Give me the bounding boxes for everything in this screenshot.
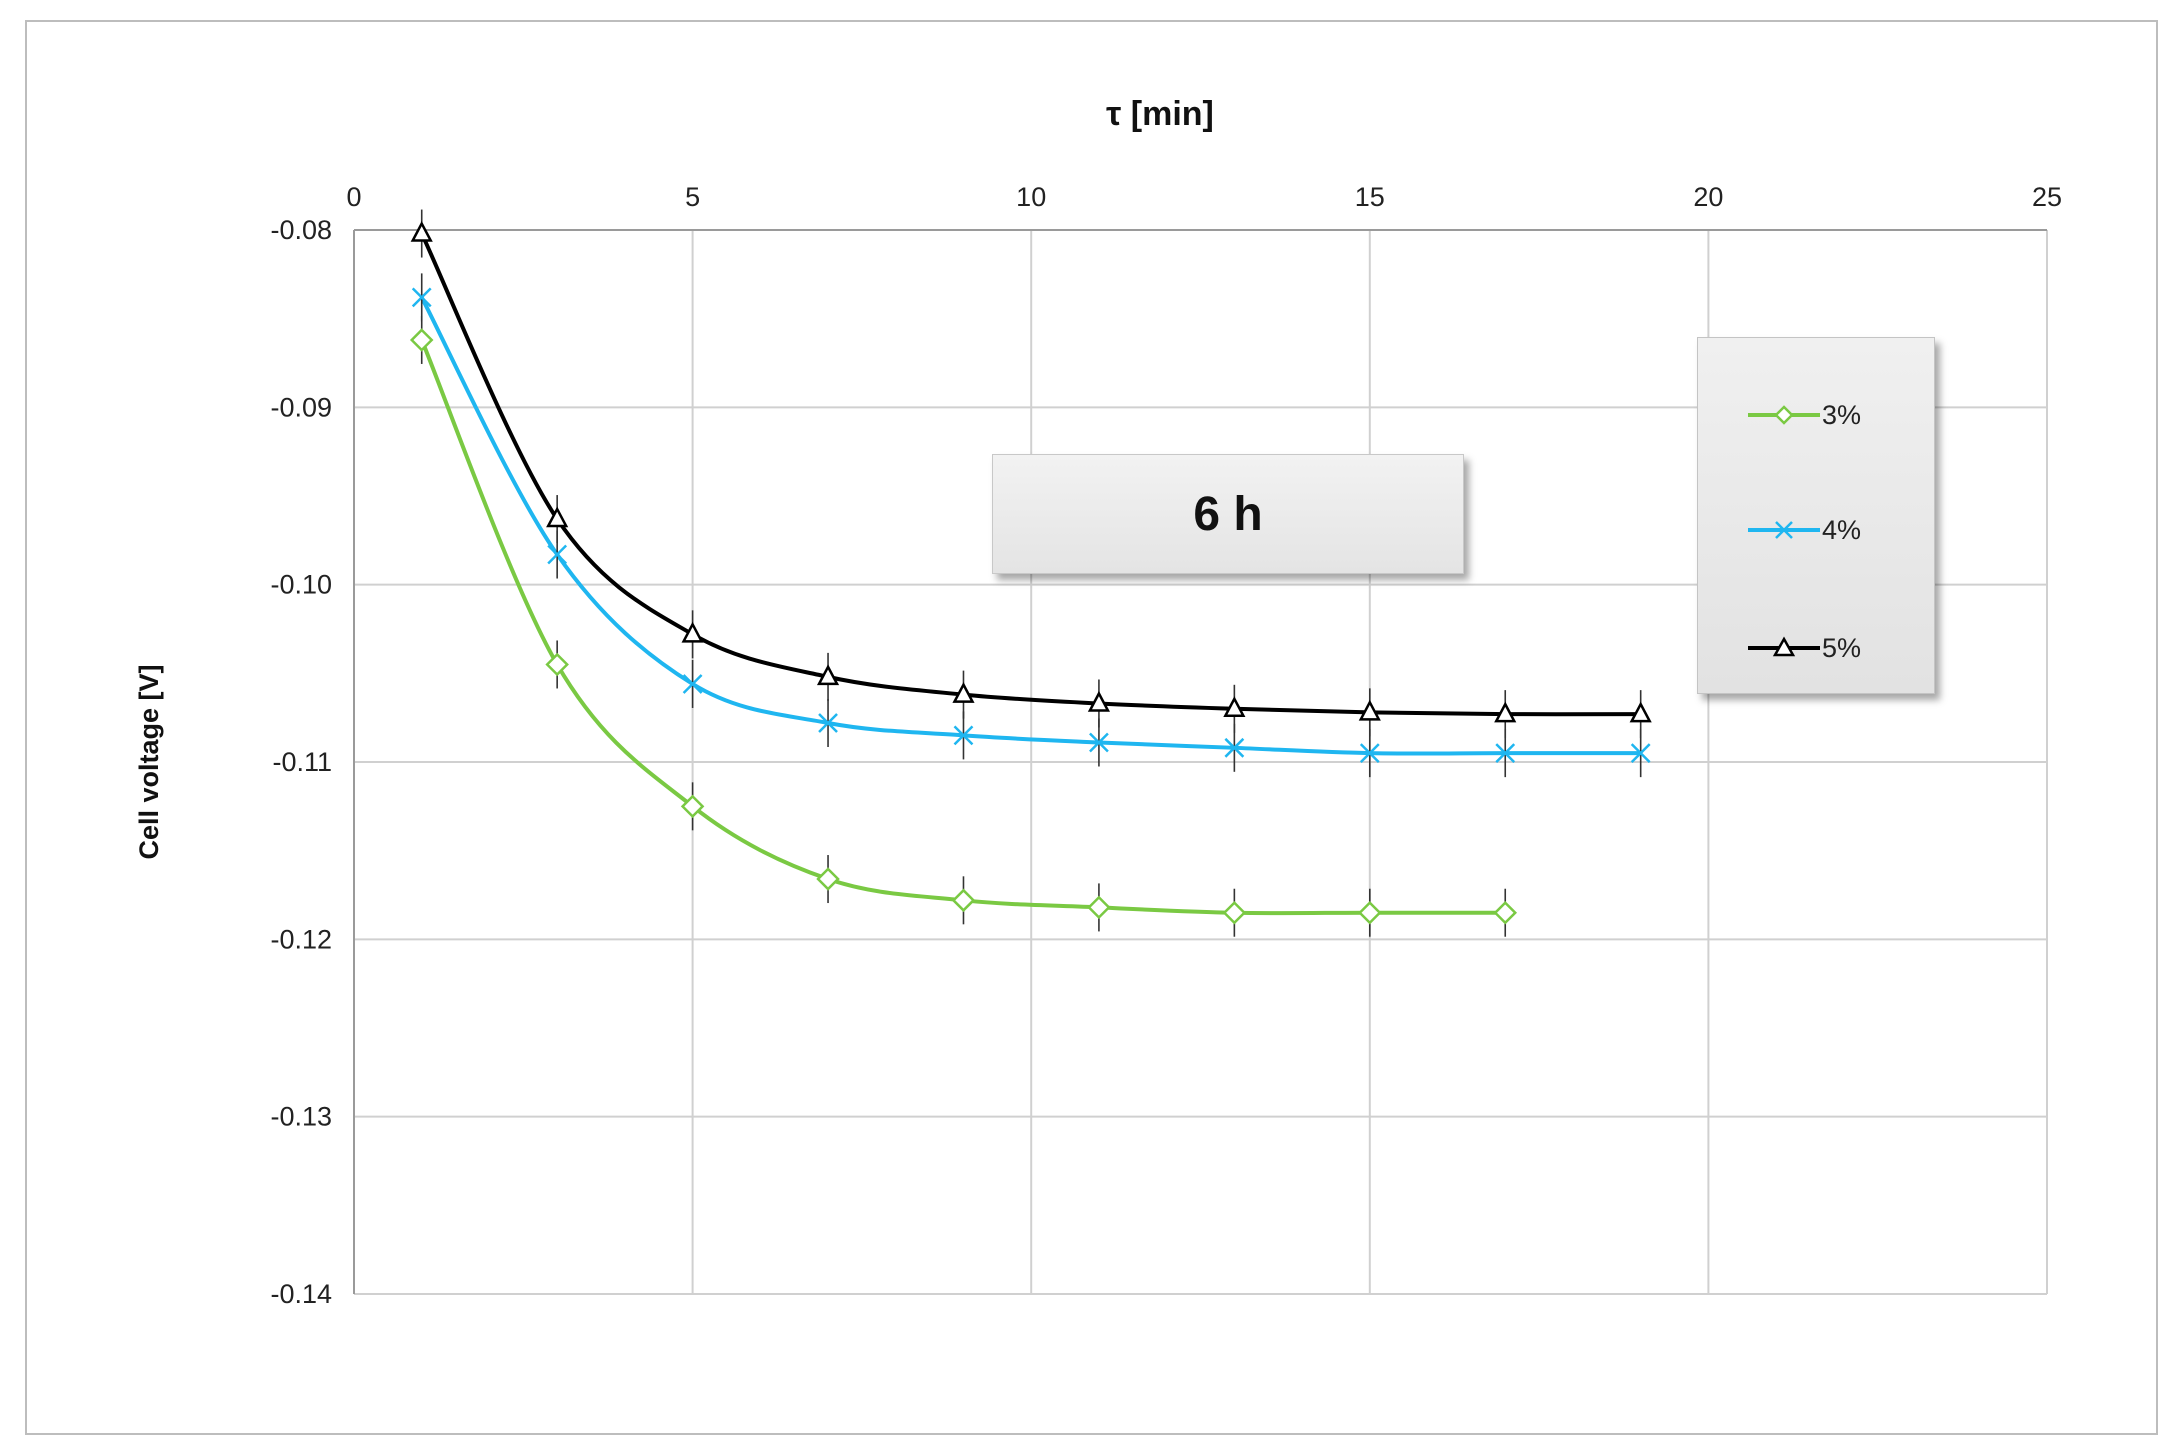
data-point [680,794,705,819]
data-point [1495,743,1516,764]
legend-item-4pct: 4% [1748,510,1861,550]
data-point [1222,900,1247,925]
data-point [682,674,703,694]
series-5pct [410,209,1652,739]
data-point [1359,743,1380,764]
series-4pct [411,273,1651,778]
y-tick-label: -0.08 [270,215,332,245]
data-point [1493,900,1518,925]
data-point [546,506,569,528]
legend-item-3pct: 3% [1748,395,1861,435]
series-line [419,339,1506,916]
legend-item-5pct: 5% [1748,628,1861,668]
x-tick-label: 0 [346,182,361,212]
legend-swatch-5pct [1748,636,1820,657]
legend-label-5pct: 5% [1822,632,1862,663]
series [409,209,1652,937]
x-tick-label: 15 [1355,182,1385,212]
x-tick-label: 20 [1693,182,1723,212]
legend-swatch-4pct [1748,521,1820,539]
line-chart: 0 5 10 15 20 25 -0.08 -0.09 -0.10 -0.11 -0.12 -0.13… [134,95,2062,1309]
data-point [411,287,432,308]
y-tick-label: -0.09 [270,392,332,422]
y-tick-label: -0.12 [270,924,332,954]
data-point [545,652,569,677]
y-tick-label: -0.11 [272,747,332,777]
data-point [1358,699,1381,721]
x-tick-label: 10 [1016,182,1046,212]
grid [353,229,2048,1295]
data-point [1494,701,1517,723]
y-axis-title: Cell voltage [V] [134,664,164,859]
data-point [409,328,434,352]
data-point [1223,696,1246,718]
data-point [681,621,704,643]
series-line [419,232,1641,717]
legend: 3% 4% 5% [1697,337,1935,694]
data-point [816,664,840,686]
data-point [952,681,975,703]
data-point [1087,895,1111,920]
data-point [547,544,568,565]
data-point [1358,900,1382,925]
tick-labels: 0 5 10 15 20 25 -0.08 -0.09 -0.10 -0.11 -0.12 -0.13… [270,182,2062,1309]
x-tick-label: 25 [2032,182,2062,212]
series-3pct [409,315,1518,937]
y-tick-label: -0.13 [270,1102,332,1132]
data-point [1087,690,1110,712]
data-point [1089,732,1109,753]
annotation-box: 6 h [992,454,1464,574]
y-tick-label: -0.14 [270,1279,332,1309]
data-point [1224,737,1245,758]
data-point [953,725,974,746]
data-point [1630,743,1651,764]
chart-frame: 0 5 10 15 20 25 -0.08 -0.09 -0.10 -0.11 -0.12 -0.13… [25,20,2158,1435]
data-point [1629,701,1652,723]
data-point [818,713,838,733]
legend-label-4pct: 4% [1822,514,1862,545]
x-tick-label: 5 [685,182,700,212]
series-line [419,296,1641,756]
legend-label-3pct: 3% [1822,399,1862,430]
y-tick-label: -0.10 [270,570,332,600]
x-axis-title: τ [min] [1106,95,1214,133]
legend-swatch-3pct [1748,405,1820,425]
data-point [410,220,433,242]
data-point [816,867,840,891]
data-point [951,888,976,913]
